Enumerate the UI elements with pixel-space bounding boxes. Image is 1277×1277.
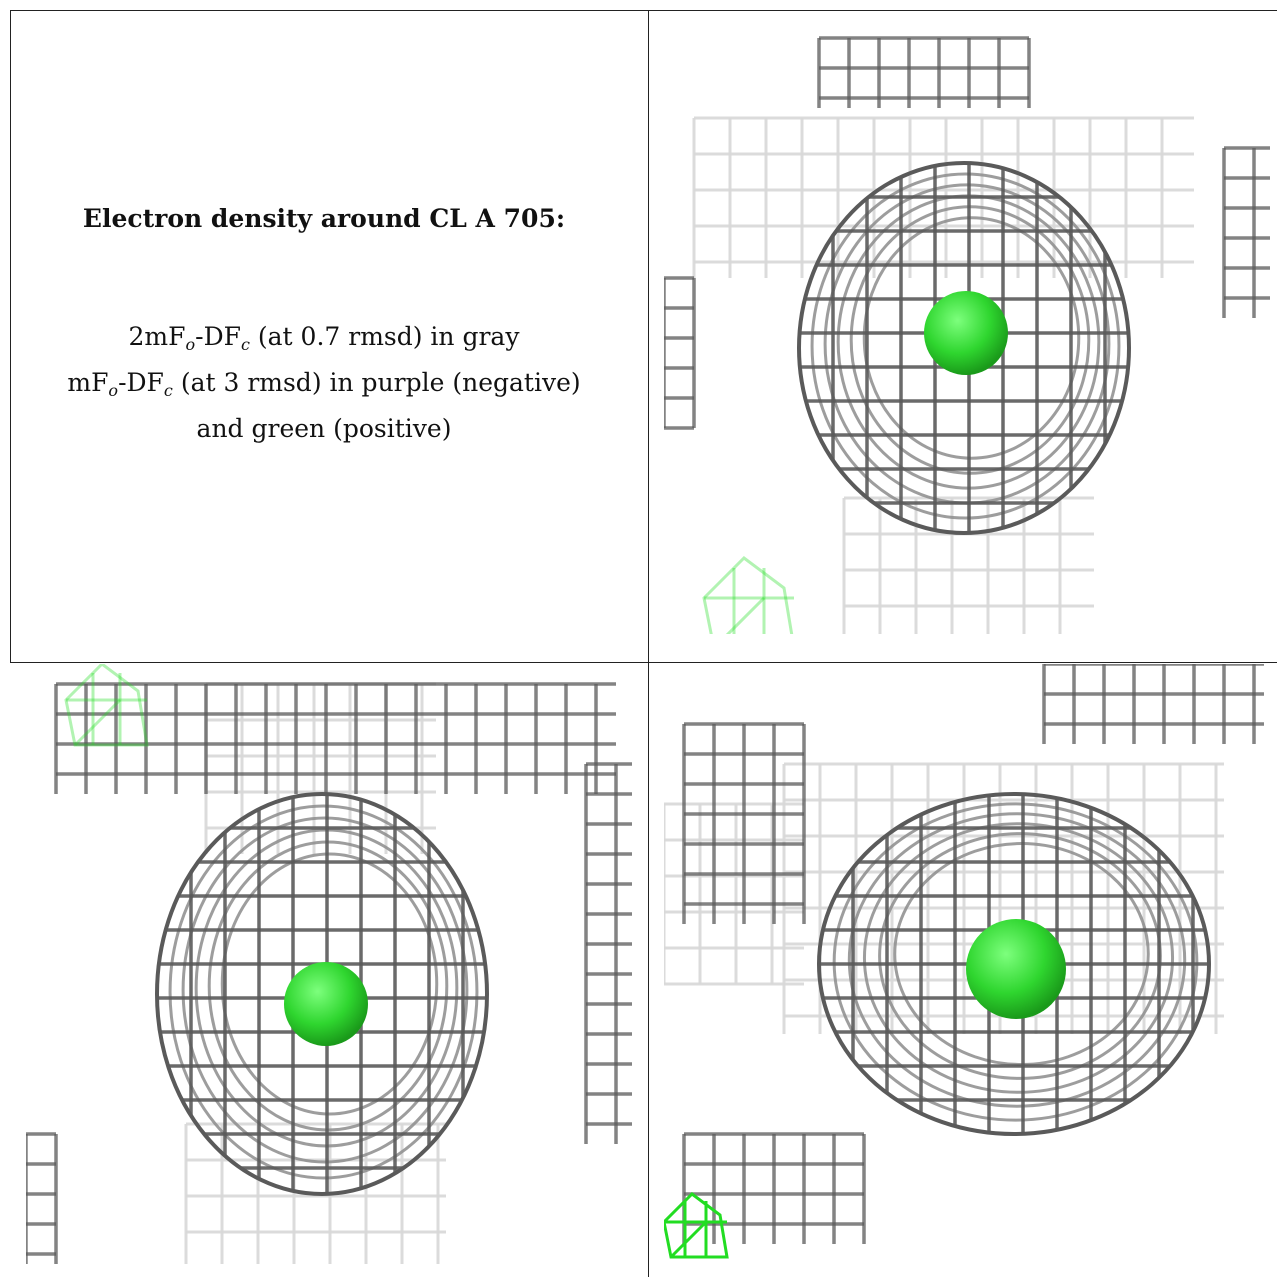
view-top-right bbox=[664, 28, 1270, 634]
density-mesh bbox=[26, 664, 632, 1264]
caption-cell: Electron density around CL A 705: 2mFo-D… bbox=[0, 0, 648, 660]
caption-title: Electron density around CL A 705: bbox=[82, 204, 566, 233]
density-mesh bbox=[664, 36, 1270, 634]
view-bottom-right bbox=[664, 664, 1270, 1270]
divider-vertical bbox=[648, 10, 649, 1277]
caption-line-1: 2mFo-DFc (at 0.7 rmsd) in gray bbox=[128, 322, 520, 354]
chloride-sphere-icon bbox=[966, 919, 1066, 1019]
caption-description: 2mFo-DFc (at 0.7 rmsd) in gray mFo-DFc (… bbox=[0, 318, 648, 448]
border-left bbox=[10, 10, 11, 662]
caption-line-3: and green (positive) bbox=[196, 414, 452, 443]
caption-line-2: mFo-DFc (at 3 rmsd) in purple (negative) bbox=[67, 368, 581, 400]
chloride-sphere-icon bbox=[924, 291, 1008, 375]
density-mesh bbox=[664, 664, 1264, 1259]
chloride-sphere-icon bbox=[284, 962, 368, 1046]
view-bottom-left bbox=[26, 664, 632, 1270]
divider-horizontal bbox=[10, 662, 1277, 663]
border-top bbox=[10, 10, 1277, 11]
